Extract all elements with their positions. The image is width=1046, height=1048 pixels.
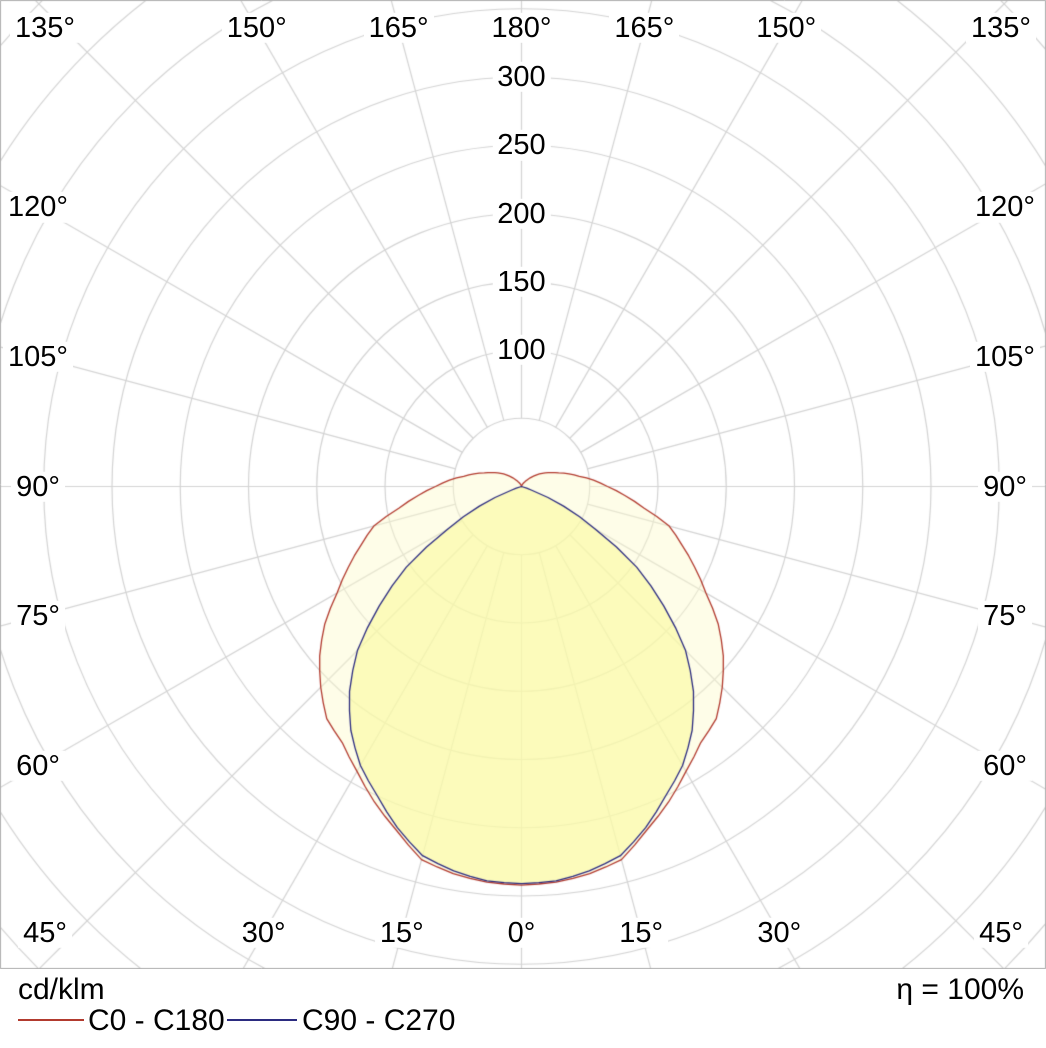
legend-line-c0-c180 xyxy=(18,1019,84,1021)
radial-tick-label: 200 xyxy=(492,198,551,229)
angle-label: 120° xyxy=(970,192,1040,223)
angle-label: 165° xyxy=(609,12,680,43)
angle-label: 105° xyxy=(3,341,73,372)
polar-chart-canvas xyxy=(0,0,1046,969)
radial-tick-label: 150 xyxy=(492,266,551,297)
angle-label: 45° xyxy=(974,917,1028,948)
angle-label: 60° xyxy=(978,750,1032,781)
radial-tick-label: 100 xyxy=(492,334,551,365)
angle-label: 120° xyxy=(3,192,73,223)
angle-label: 105° xyxy=(970,341,1040,372)
angle-label: 75° xyxy=(11,600,65,631)
angle-label: 165° xyxy=(363,12,434,43)
angle-label: 150° xyxy=(221,12,292,43)
angle-label: 60° xyxy=(11,750,65,781)
angle-label: 15° xyxy=(374,917,429,948)
angle-label: 45° xyxy=(18,917,72,948)
angle-label: 150° xyxy=(751,12,822,43)
radial-tick-label: 300 xyxy=(492,61,551,92)
angle-label: 30° xyxy=(236,917,291,948)
polar-plot-area: 100 150 200 250 300 135° 150° 165° 180° 165° 150° 1… xyxy=(0,0,1046,969)
radial-tick-label: 250 xyxy=(492,130,551,160)
legend-line-c90-c270 xyxy=(227,1019,297,1021)
angle-label: 135° xyxy=(10,12,80,43)
chart-footer: cd/klm η = 100% C0 - C180 C90 - C270 xyxy=(0,969,1046,1048)
legend-label-c90-c270: C90 - C270 xyxy=(302,1004,456,1037)
legend-label-c0-c180: C0 - C180 xyxy=(88,1004,225,1037)
unit-label: cd/klm xyxy=(18,973,105,1006)
angle-label: 90° xyxy=(11,471,65,502)
angle-label: 30° xyxy=(752,917,807,948)
angle-label: 180° xyxy=(486,12,557,43)
angle-label: 0° xyxy=(502,917,541,948)
angle-label: 135° xyxy=(966,12,1036,43)
angle-label: 15° xyxy=(614,917,669,948)
angle-label: 90° xyxy=(978,471,1032,502)
light-output-ratio-label: η = 100% xyxy=(896,973,1024,1006)
angle-label: 75° xyxy=(978,600,1032,631)
